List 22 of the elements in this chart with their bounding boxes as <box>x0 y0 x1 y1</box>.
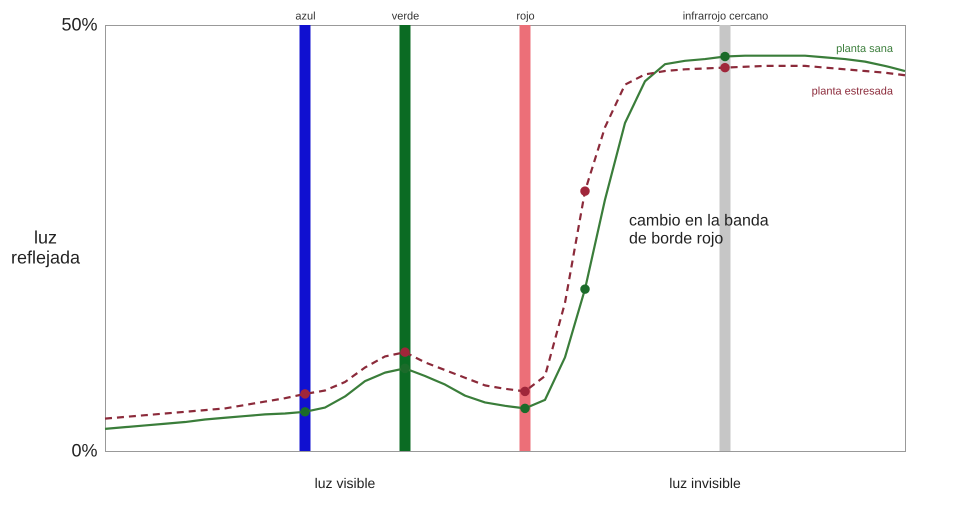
point <box>300 407 310 417</box>
point <box>720 52 730 62</box>
point <box>400 364 410 374</box>
text: luz visible <box>314 475 376 491</box>
x-tick-label: azul <box>295 10 316 22</box>
x-tick-label: verde <box>392 10 420 22</box>
point <box>520 404 530 414</box>
annotation: cambio en la banda de borde rojo <box>629 212 769 248</box>
y-tick-label: 0% <box>71 440 98 460</box>
point <box>520 386 530 396</box>
y-axis-title: luz reflejada <box>10 228 82 268</box>
x-tick-label: rojo <box>516 10 535 22</box>
point <box>580 186 590 196</box>
series-label: planta sana <box>836 43 894 56</box>
point <box>400 347 410 357</box>
point <box>300 389 310 399</box>
series-label: planta estresada <box>812 85 894 98</box>
x-tick-label: infrarrojo cercano <box>682 10 768 22</box>
point <box>720 62 730 72</box>
y-tick-label: 50% <box>61 14 98 34</box>
point <box>580 284 590 294</box>
text: luz invisible <box>669 475 742 491</box>
